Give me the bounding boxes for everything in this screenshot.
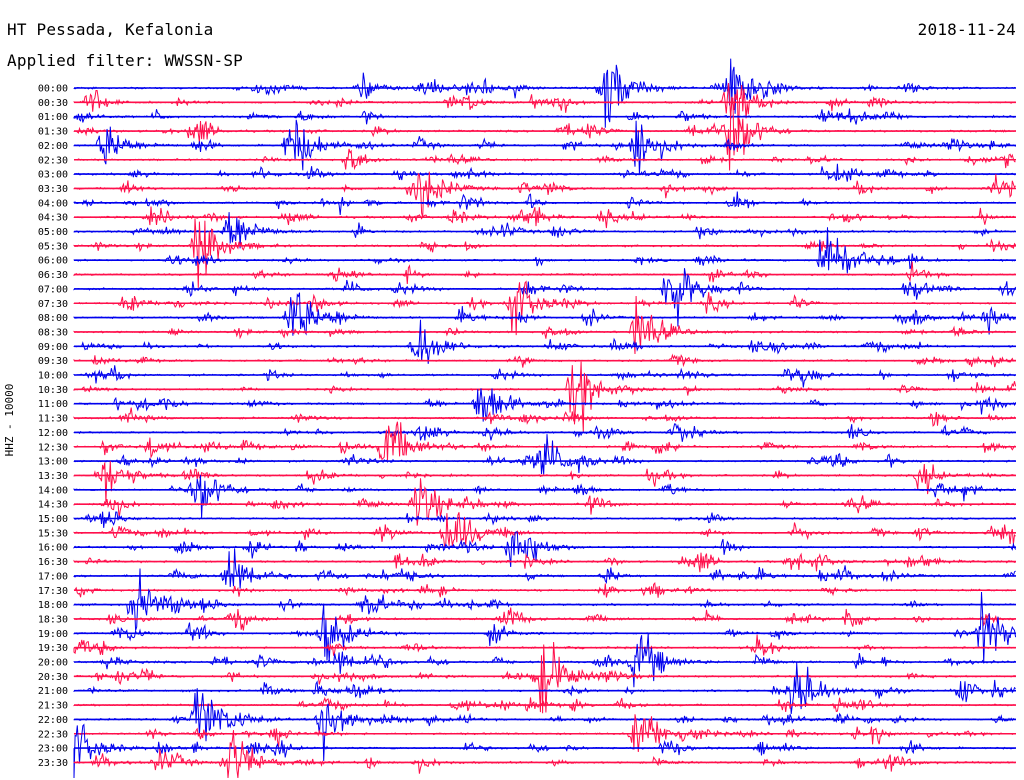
- row-label: 06:00: [38, 256, 68, 267]
- traces: [73, 58, 1017, 779]
- row-label: 23:30: [38, 758, 68, 769]
- trace-row: [73, 688, 1016, 762]
- row-label: 07:00: [38, 284, 68, 295]
- trace-row: [73, 365, 1016, 388]
- row-label: 07:30: [38, 299, 68, 310]
- date-label: 2018-11-24: [917, 20, 1016, 39]
- row-label: 14:00: [38, 485, 68, 496]
- row-label: 12:30: [38, 442, 68, 453]
- row-label: 01:30: [38, 127, 68, 138]
- row-label: 13:30: [38, 471, 68, 482]
- row-label: 17:00: [38, 571, 68, 582]
- row-label: 04:30: [38, 213, 68, 224]
- row-label: 02:30: [38, 155, 68, 166]
- row-label: 21:30: [38, 701, 68, 712]
- row-label: 20:30: [38, 672, 68, 683]
- row-label: 19:30: [38, 643, 68, 654]
- trace-row: [73, 607, 1016, 631]
- trace-row: [73, 163, 1016, 182]
- trace-row: [73, 119, 1016, 174]
- row-label: 13:00: [38, 457, 68, 468]
- trace-row: [73, 218, 1016, 288]
- trace-row: [73, 388, 1017, 422]
- row-label: 11:00: [38, 399, 68, 410]
- time-labels: 00:00 00:30 01:00 01:30 02:00 02:30 03:00 03:30…: [38, 84, 68, 769]
- row-label: 14:30: [38, 500, 68, 511]
- row-label: 08:00: [38, 313, 68, 324]
- row-label: 00:30: [38, 98, 68, 109]
- row-label: 16:30: [38, 557, 68, 568]
- row-label: 20:00: [38, 658, 68, 669]
- trace-row: [73, 319, 1016, 364]
- trace-row: [73, 227, 1016, 274]
- row-label: 18:30: [38, 614, 68, 625]
- row-label: 09:00: [38, 342, 68, 353]
- row-label: 09:30: [38, 356, 68, 367]
- trace-row: [73, 171, 1016, 218]
- station-title: HT Pessada, Kefalonia: [7, 20, 214, 39]
- trace-row: [73, 730, 1016, 779]
- row-label: 15:30: [38, 528, 68, 539]
- trace-row: [73, 552, 1016, 573]
- row-label: 11:30: [38, 414, 68, 425]
- row-label: 19:00: [38, 629, 68, 640]
- row-label: 02:00: [38, 141, 68, 152]
- trace-row: [73, 461, 1016, 504]
- row-label: 03:30: [38, 184, 68, 195]
- trace-row: [73, 568, 1016, 631]
- row-label: 10:00: [38, 371, 68, 382]
- row-label: 06:30: [38, 270, 68, 281]
- row-label: 04:00: [38, 198, 68, 209]
- filter-label: Applied filter: WWSSN-SP: [7, 51, 243, 70]
- row-label: 01:00: [38, 112, 68, 123]
- row-label: 23:00: [38, 744, 68, 755]
- trace-row: [73, 361, 1017, 432]
- row-label: 08:30: [38, 327, 68, 338]
- row-label: 16:00: [38, 543, 68, 554]
- row-label: 21:00: [38, 686, 68, 697]
- trace-row: [73, 407, 1016, 427]
- trace-row: [73, 434, 1016, 475]
- trace-row: [73, 292, 1016, 336]
- row-label: 10:30: [38, 385, 68, 396]
- row-label: 22:30: [38, 729, 68, 740]
- row-label: 03:00: [38, 170, 68, 181]
- row-label: 22:00: [38, 715, 68, 726]
- row-label: 05:30: [38, 241, 68, 252]
- row-label: 00:00: [38, 84, 68, 95]
- trace-row: [73, 475, 1016, 519]
- trace-row: [73, 641, 1016, 714]
- row-label: 12:00: [38, 428, 68, 439]
- row-label: 15:00: [38, 514, 68, 525]
- row-label: 18:00: [38, 600, 68, 611]
- trace-row: [73, 261, 1016, 285]
- trace-row: [73, 634, 1016, 656]
- row-label: 05:00: [38, 227, 68, 238]
- row-label: 17:30: [38, 586, 68, 597]
- trace-row: [73, 511, 1016, 528]
- trace-row: [73, 548, 1016, 589]
